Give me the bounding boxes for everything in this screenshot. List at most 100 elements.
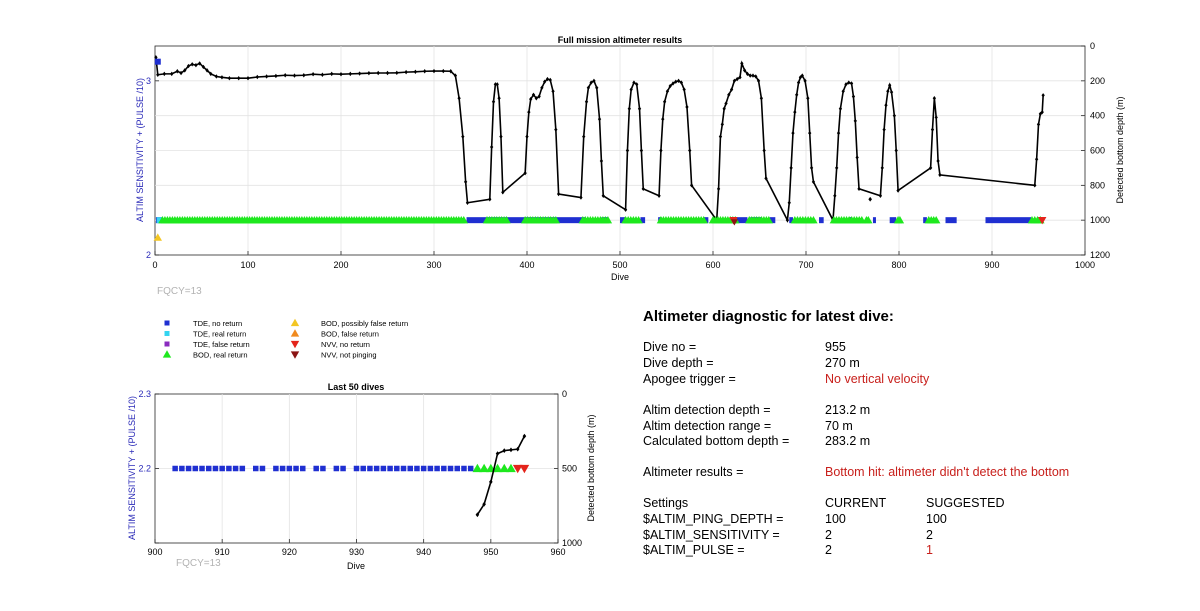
bottom-depth-point [718,134,723,139]
bottom-depth-point [635,82,639,87]
bottom-depth-point [237,76,241,81]
bottom-depth-point [661,116,665,122]
tde-no-return-mark [427,465,434,472]
bottom-depth-point [579,195,583,200]
bottom-depth-point [311,72,315,77]
bottom-depth-point [732,78,737,84]
bottom-depth-point [601,193,605,198]
x-tick-label: 600 [705,260,720,270]
bottom-depth-point [501,190,505,195]
detection-depth-label: Altim detection depth = [643,403,771,417]
full-mission-right-y-label: Detected bottom depth (m) [1115,96,1125,203]
bottom-depth-point [806,96,810,101]
bottom-depth-point [537,94,541,99]
bottom-depth-point [220,75,224,80]
bottom-depth-point [162,71,166,77]
bod-real-return-mark [864,215,873,224]
bottom-depth-point [292,73,297,78]
bottom-depth-point [796,80,801,85]
bottom-depth-point [625,148,630,153]
bottom-depth-point [194,62,198,68]
tde-no-return-mark [199,465,205,472]
bod-possibly-false-mark [153,233,162,241]
bottom-depth-point [154,55,158,60]
x-tick-label: 940 [416,547,431,557]
bottom-depth-point [534,96,538,101]
tde-no-return-mark [367,465,373,472]
bottom-depth-point [855,155,859,160]
bottom-depth-point [932,96,936,101]
bottom-depth-point [720,122,724,127]
bottom-depth-point [789,165,793,171]
tde-no-return-mark [407,465,413,472]
detection-depth-value: 213.2 m [825,403,871,417]
bottom-depth-point [509,447,513,453]
bottom-depth-point [756,78,761,84]
bottom-depth-point [589,80,593,85]
bottom-depth-point [811,179,816,185]
bottom-depth-point [847,80,851,85]
bottom-depth-point [740,61,744,66]
tde-no-return-mark [945,217,957,224]
last-50-title: Last 50 dives [328,382,385,392]
bottom-depth-point [264,74,269,79]
bottom-depth-point [413,69,418,74]
bottom-depth-point [668,83,672,89]
bottom-depth-point [735,76,739,82]
full-mission-fqcy-label: FQCY=13 [157,286,202,297]
bottom-depth-point [523,170,527,176]
dive-depth-label: Dive depth = [643,356,714,370]
bottom-depth-point [179,70,183,76]
tde-no-return-mark [239,465,246,472]
legend-label: TDE, real return [193,330,246,339]
bottom-depth-point [632,80,636,85]
x-tick-label: 700 [798,260,813,270]
bottom-depth-point [878,193,883,198]
pulse-current: 2 [825,543,832,557]
legend-label: NVV, no return [321,340,370,349]
bottom-depth-point [659,148,663,153]
right-y-tick-label: 0 [562,389,567,399]
tde-no-return-mark [467,465,474,472]
bottom-depth-point [175,69,179,74]
bottom-depth-point [489,479,493,485]
full-mission-marks [153,55,1047,241]
bottom-depth-point [339,72,343,77]
bottom-depth-point [853,118,857,124]
bottom-depth-point [525,134,529,139]
bottom-depth-point [385,70,390,76]
bod-real-return-mark [506,463,516,473]
bottom-depth-point [395,70,399,76]
last-50-dives-chart: 900 910 920 930 940 950 960 2.2 2.3 0 500 1000 Last… [127,382,596,571]
bottom-depth-point [800,73,804,78]
bottom-depth-point [490,144,494,150]
x-tick-label: 400 [519,260,534,270]
bottom-depth-point [527,109,531,115]
legend-marker [164,331,170,336]
left-y-tick-label: 3 [146,76,151,86]
bottom-depth-point [357,71,362,76]
bottom-depth-point [754,74,758,79]
tde-no-return-mark [273,465,279,472]
bottom-depth-point [556,191,561,197]
calc-bottom-value: 283.2 m [825,434,871,448]
bottom-depth-point [423,69,427,74]
bottom-depth-point [886,89,890,94]
right-y-tick-label: 500 [562,464,577,474]
bottom-depth-point [548,77,552,83]
bottom-depth-point [928,165,933,171]
right-y-tick-label: 1000 [1090,215,1110,225]
bottom-depth-point [205,68,209,73]
x-tick-label: 920 [282,547,297,557]
bottom-depth-point [404,69,408,75]
bottom-depth-point [1034,157,1039,162]
tde-no-return-mark [232,465,239,472]
last-50-left-y-label: ALTIM SENSITIVITY + (PULSE /10) [127,396,137,540]
bod-real-return-mark [502,215,511,224]
right-y-tick-label: 0 [1090,41,1095,51]
bottom-depth-point [665,89,670,94]
tde-no-return-mark [735,217,748,224]
tde-no-return-mark [212,465,219,472]
left-y-tick-label: 2.3 [138,389,151,399]
